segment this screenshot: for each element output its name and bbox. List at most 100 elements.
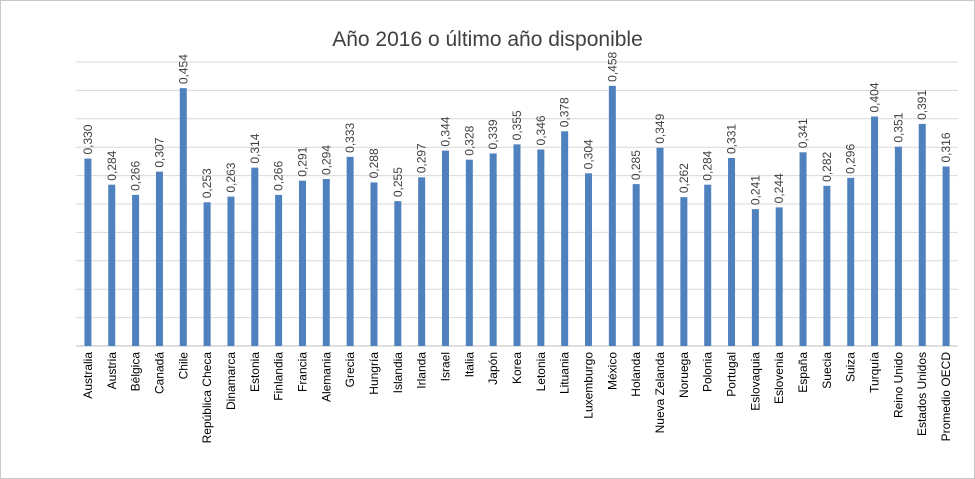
category-label: Suecia	[820, 352, 834, 389]
category-label: Italia	[462, 352, 476, 378]
bar	[84, 158, 92, 346]
bar	[847, 177, 855, 346]
bars	[84, 85, 950, 347]
bar	[275, 194, 283, 346]
data-label: 0,314	[248, 133, 262, 163]
bar	[871, 116, 879, 346]
bar	[799, 152, 807, 346]
data-label: 0,307	[152, 137, 166, 167]
bar	[465, 159, 473, 346]
chart-title: Año 2016 o último año disponible	[332, 28, 643, 51]
bar	[441, 150, 449, 346]
category-label: Reino Unido	[891, 352, 905, 418]
data-label: 0,316	[939, 132, 953, 162]
data-label: 0,454	[176, 54, 190, 84]
bar	[251, 167, 259, 346]
category-label: Eslovaquia	[748, 352, 762, 411]
data-label: 0,296	[844, 144, 858, 174]
data-label: 0,328	[462, 125, 476, 155]
bar	[585, 173, 593, 346]
data-label: 0,263	[224, 162, 238, 192]
category-label: Polonia	[701, 352, 715, 392]
category-label: Grecia	[343, 352, 357, 388]
data-labels: 0,330 0,284 0,266 0,307 0,454 0,253 0,263 0,314…	[81, 52, 953, 206]
bar	[537, 149, 545, 346]
data-label: 0,284	[701, 150, 715, 180]
data-label: 0,266	[129, 161, 143, 191]
category-label: Israel	[438, 352, 452, 381]
category-label: Estonia	[248, 352, 262, 392]
category-label: España	[796, 352, 810, 393]
data-label: 0,458	[605, 52, 619, 82]
data-label: 0,285	[629, 150, 643, 180]
category-labels: Australia Austria Bélgica Canadá Chile Repúbl…	[81, 352, 953, 444]
bar	[132, 194, 140, 346]
gridlines	[76, 61, 958, 347]
data-label: 0,266	[272, 161, 286, 191]
data-label: 0,262	[677, 163, 691, 193]
category-label: Letonia	[534, 352, 548, 392]
category-label: Canadá	[152, 352, 166, 394]
category-label: Chile	[176, 352, 190, 380]
bar	[346, 156, 354, 346]
category-label: Bélgica	[129, 352, 143, 392]
category-label: Francia	[295, 352, 309, 392]
category-label: Australia	[81, 352, 95, 399]
data-label: 0,378	[558, 97, 572, 127]
data-label: 0,391	[915, 90, 929, 120]
data-label: 0,294	[319, 145, 333, 175]
data-label: 0,404	[868, 82, 882, 112]
bar	[751, 209, 759, 346]
category-label: República Checa	[200, 352, 214, 444]
category-label: Irlanda	[415, 352, 429, 389]
category-label: México	[605, 352, 619, 390]
category-label: Nueva Zelanda	[653, 352, 667, 434]
bar	[489, 153, 497, 346]
category-label: Luxemburgo	[582, 352, 596, 419]
data-label: 0,330	[81, 124, 95, 154]
category-label: Hungría	[367, 352, 381, 395]
data-label: 0,297	[415, 143, 429, 173]
data-label: 0,339	[486, 119, 500, 149]
category-label: Estados Unidos	[915, 352, 929, 436]
bar	[298, 180, 306, 346]
bar	[418, 177, 426, 346]
bar	[728, 157, 736, 346]
bar	[656, 147, 664, 346]
bar	[608, 85, 616, 346]
bar	[775, 207, 783, 346]
category-label: Suiza	[844, 352, 858, 382]
category-label: Noruega	[677, 352, 691, 398]
category-label: Promedio OECD	[939, 352, 953, 442]
data-label: 0,241	[748, 175, 762, 205]
bar	[823, 185, 831, 346]
bar	[680, 197, 688, 346]
bar	[179, 88, 187, 347]
category-label: Austria	[105, 352, 119, 390]
data-label: 0,331	[725, 124, 739, 154]
bar	[203, 202, 211, 346]
data-label: 0,351	[891, 112, 905, 142]
bar	[894, 146, 902, 346]
bar	[322, 179, 330, 346]
category-label: Islandia	[391, 352, 405, 394]
category-label: Turquía	[868, 352, 882, 393]
category-label: Dinamarca	[224, 352, 238, 410]
category-label: Japón	[486, 352, 500, 385]
data-label: 0,344	[438, 116, 452, 146]
bar	[704, 184, 712, 346]
data-label: 0,288	[367, 148, 381, 178]
data-label: 0,255	[391, 167, 405, 197]
data-label: 0,284	[105, 150, 119, 180]
category-label: Korea	[510, 352, 524, 384]
data-label: 0,333	[343, 123, 357, 153]
category-label: Lituania	[558, 352, 572, 394]
bar	[227, 196, 235, 346]
bar	[108, 184, 116, 346]
data-label: 0,349	[653, 113, 667, 143]
bar	[394, 201, 402, 346]
bar	[561, 131, 569, 346]
data-label: 0,346	[534, 115, 548, 145]
category-label: Holanda	[629, 352, 643, 397]
bar	[370, 182, 378, 346]
